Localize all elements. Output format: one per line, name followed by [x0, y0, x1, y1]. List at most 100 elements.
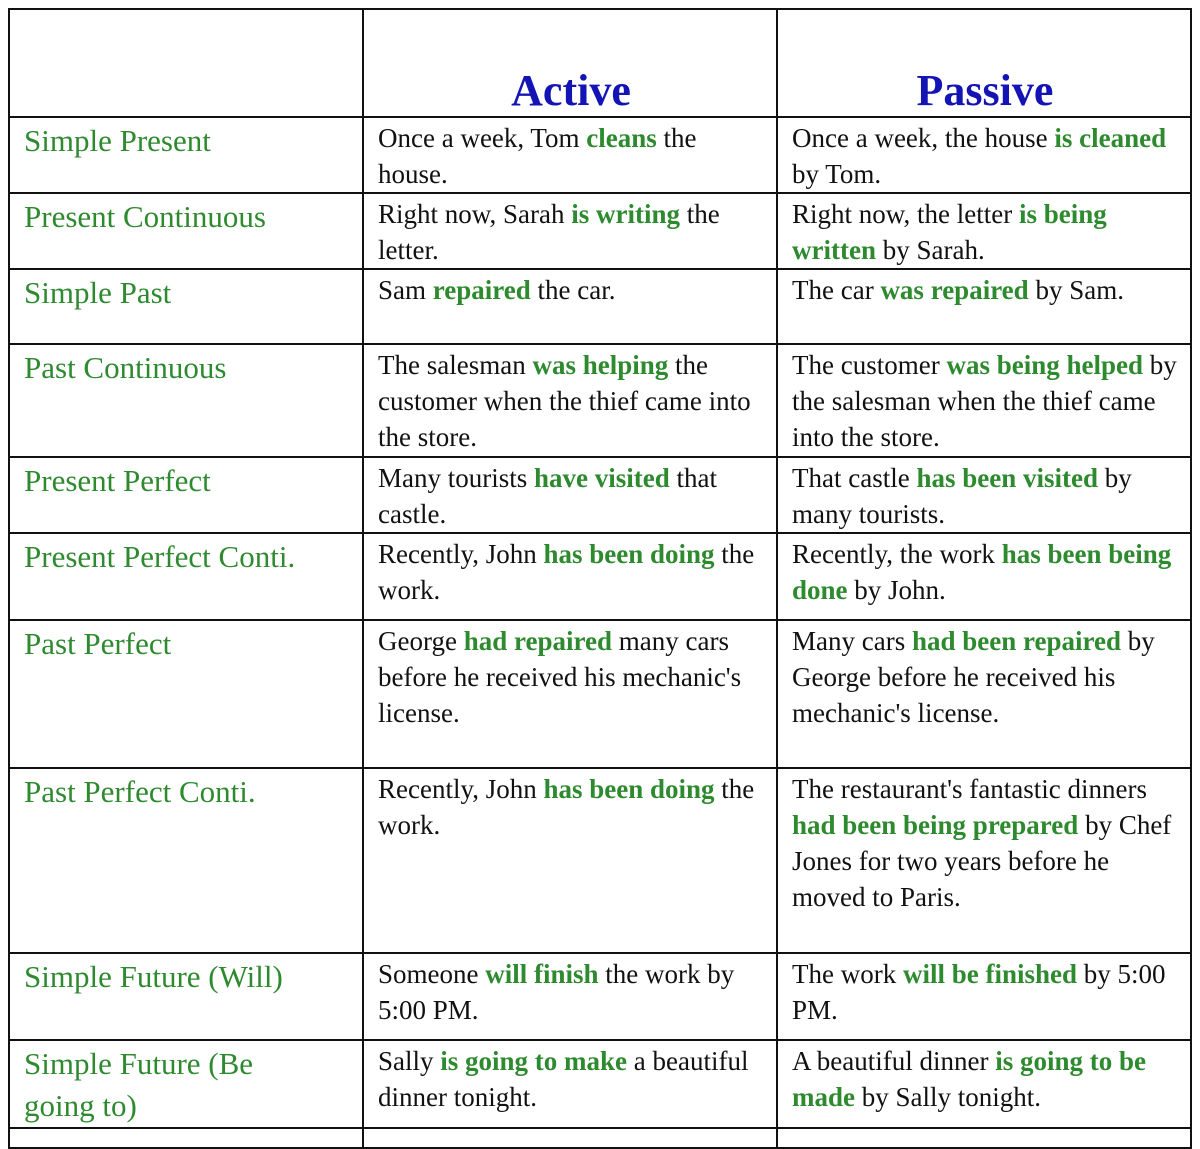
sentence-text: by the salesman when the thief came into…	[792, 350, 1177, 452]
highlighted-verb: will finish	[485, 959, 599, 989]
tense-name: Simple Future (Be going to)	[8, 1039, 364, 1129]
table-row: Past Perfect George had repaired many car…	[8, 619, 1192, 769]
active-sentence: Recently, John has been doing the work.	[362, 767, 778, 954]
passive-sentence: The customer was being helped by the sal…	[776, 343, 1192, 458]
sentence-text: that castle.	[378, 463, 718, 529]
column-header: Active	[362, 8, 778, 118]
table-row: Present Perfect Conti. Recently, John has…	[8, 532, 1192, 621]
sentence-text: Right now, Sarah	[378, 199, 572, 229]
sentence-text: many cars before he received his mechani…	[378, 626, 742, 728]
sentence-text: the work.	[378, 539, 755, 605]
sentence-text: the work by 5:00 PM.	[378, 959, 735, 1025]
highlighted-verb: has been doing	[543, 539, 715, 569]
sentence-text: by many tourists.	[792, 463, 1132, 529]
sentence-text: Sally	[378, 1046, 441, 1076]
highlighted-verb: is going to be made	[792, 1046, 1146, 1112]
highlighted-verb: is being written	[792, 199, 1107, 265]
tense-name: Past Continuous	[8, 343, 364, 458]
passive-sentence: A beautiful dinner is going to be made b…	[776, 1039, 1192, 1129]
sentence-text: That castle	[792, 463, 917, 493]
passive-sentence: Recently, the work has been being done b…	[776, 532, 1192, 621]
passive-sentence: The work will be finished by 5:00 PM.	[776, 952, 1192, 1041]
sentence-text: Once a week, the house	[792, 123, 1055, 153]
sentence-text: A beautiful dinner	[792, 1046, 996, 1076]
passive-sentence: The car was repaired by Sam.	[776, 268, 1192, 345]
active-sentence: Sally is going to make a beautiful dinne…	[362, 1039, 778, 1129]
tense-name: Simple Past	[8, 268, 364, 345]
tense-name: Simple Present	[8, 116, 364, 194]
sentence-text: Many cars	[792, 626, 912, 656]
highlighted-verb: was helping	[532, 350, 669, 380]
sentence-text: by Sally tonight.	[855, 1082, 1042, 1112]
highlighted-verb: was repaired	[880, 275, 1029, 305]
column-header: Passive	[776, 8, 1192, 118]
empty-cell	[776, 1127, 1192, 1149]
active-sentence: George had repaired many cars before he …	[362, 619, 778, 769]
tense-name: Present Continuous	[8, 192, 364, 270]
empty-cell	[362, 1127, 778, 1149]
sentence-text: by John.	[847, 575, 946, 605]
sentence-text: Sam	[378, 275, 433, 305]
sentence-text: by Tom.	[792, 159, 882, 189]
highlighted-verb: was being helped	[946, 350, 1143, 380]
empty-cell	[8, 1127, 364, 1149]
sentence-text: George	[378, 626, 464, 656]
sentence-text: the car.	[530, 275, 616, 305]
sentence-text: Recently, John	[378, 774, 544, 804]
table-row: Simple Future (Will) Someone will finish …	[8, 952, 1192, 1041]
table-row: Past Perfect Conti. Recently, John has be…	[8, 767, 1192, 954]
sentence-text: the house.	[378, 123, 697, 189]
highlighted-verb: have visited	[534, 463, 670, 493]
passive-sentence: Many cars had been repaired by George be…	[776, 619, 1192, 769]
sentence-text: by Chef Jones for two years before he mo…	[792, 810, 1172, 912]
highlighted-verb: had been repaired	[911, 626, 1121, 656]
active-sentence: The salesman was helping the customer wh…	[362, 343, 778, 458]
table-body: Simple Present Once a week, Tom cleans th…	[8, 116, 1192, 1149]
sentence-text: Someone	[378, 959, 486, 989]
sentence-text: by George before he received his mechani…	[792, 626, 1155, 728]
table-row: Present Perfect Many tourists have visite…	[8, 456, 1192, 534]
sentence-text: the letter.	[378, 199, 720, 265]
passive-sentence: The restaurant's fantastic dinners had b…	[776, 767, 1192, 954]
corner-cell	[8, 8, 364, 118]
active-sentence: Right now, Sarah is writing the letter.	[362, 192, 778, 270]
sentence-text: Recently, John	[378, 539, 544, 569]
table-row: Simple Present Once a week, Tom cleans th…	[8, 116, 1192, 194]
sentence-text: Many tourists	[378, 463, 535, 493]
highlighted-verb: cleans	[586, 123, 657, 153]
table-row: Past Continuous The salesman was helping …	[8, 343, 1192, 458]
passive-sentence: Once a week, the house is cleaned by Tom…	[776, 116, 1192, 194]
table-row: Simple Future (Be going to) Sally is goin…	[8, 1039, 1192, 1129]
passive-sentence: That castle has been visited by many tou…	[776, 456, 1192, 534]
sentence-text: The car	[792, 275, 881, 305]
sentence-text: The customer	[792, 350, 947, 380]
highlighted-verb: had been being prepared	[792, 810, 1079, 840]
sentence-text: by Sarah.	[875, 235, 985, 265]
highlighted-verb: is cleaned	[1054, 123, 1167, 153]
passive-sentence: Right now, the letter is being written b…	[776, 192, 1192, 270]
table-row	[8, 1127, 1192, 1149]
sentence-text: The restaurant's fantastic dinners	[792, 774, 1147, 804]
table-row: Present Continuous Right now, Sarah is wr…	[8, 192, 1192, 270]
tense-name: Simple Future (Will)	[8, 952, 364, 1041]
highlighted-verb: has been being done	[792, 539, 1172, 605]
tense-table: Active Passive Simple Present Once a week…	[8, 8, 1192, 1149]
sentence-text: Once a week, Tom	[378, 123, 587, 153]
highlighted-verb: is writing	[571, 199, 680, 229]
highlighted-verb: had repaired	[463, 626, 613, 656]
header-row: Active Passive	[8, 8, 1192, 118]
active-sentence: Sam repaired the car.	[362, 268, 778, 345]
sentence-text: by 5:00 PM.	[792, 959, 1166, 1025]
tense-name: Present Perfect	[8, 456, 364, 534]
sentence-text: a beautiful dinner tonight.	[378, 1046, 749, 1112]
active-sentence: Once a week, Tom cleans the house.	[362, 116, 778, 194]
active-sentence: Recently, John has been doing the work.	[362, 532, 778, 621]
highlighted-verb: is going to make	[440, 1046, 628, 1076]
table-row: Simple Past Sam repaired the car. The car …	[8, 268, 1192, 345]
highlighted-verb: will be finished	[902, 959, 1078, 989]
sentence-text: The work	[792, 959, 903, 989]
sentence-text: the customer when the thief came into th…	[378, 350, 751, 452]
sentence-text: by Sam.	[1028, 275, 1124, 305]
tense-name: Past Perfect Conti.	[8, 767, 364, 954]
highlighted-verb: has been visited	[916, 463, 1098, 493]
